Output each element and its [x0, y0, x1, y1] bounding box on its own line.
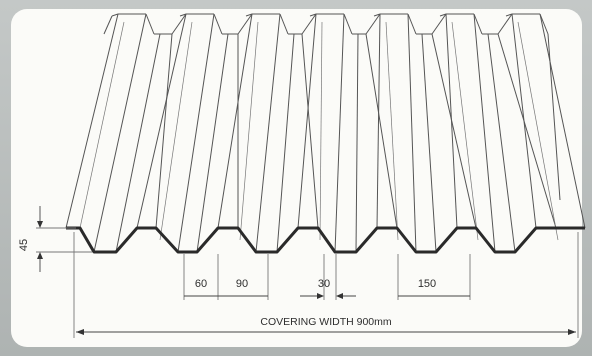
dim-pan-label: 90 — [236, 278, 248, 290]
rib-top-slope — [343, 13, 353, 35]
rib-shade-line — [385, 21, 399, 241]
pan-long-line — [301, 33, 319, 229]
dim-rib-top-arrow-left — [317, 293, 324, 299]
rib-top-slope — [365, 13, 381, 35]
rib-long-line — [407, 13, 417, 253]
front-profile-edge — [66, 226, 585, 254]
rib-shade-line — [79, 21, 125, 229]
dim-height-label: 45 — [18, 239, 30, 251]
rib-top-slope — [505, 13, 513, 17]
dim-rib-base-label: 60 — [195, 278, 207, 290]
dim-rib-top-arrow-right — [336, 293, 343, 299]
pan-long-line — [497, 33, 557, 229]
sheet-profile — [66, 226, 585, 254]
rib-top-slope — [103, 15, 113, 35]
rib-long-line — [297, 13, 317, 229]
rib-long-line — [334, 13, 345, 253]
rib-top-slope — [279, 13, 289, 35]
rib-long-line — [473, 13, 496, 253]
pan-long-line — [365, 33, 398, 229]
rib-long-line — [65, 13, 119, 229]
rib-shade-line — [451, 21, 479, 241]
rib-long-line — [376, 13, 381, 229]
rib-shade-line — [319, 21, 323, 241]
dim-cover-arrow-right — [568, 329, 576, 335]
rib-top-slope — [145, 13, 155, 35]
rib-shade-line — [239, 21, 259, 241]
rib-top-slope — [111, 13, 119, 17]
rib-top-slope — [301, 13, 317, 35]
sheet-ribs — [65, 13, 586, 253]
dim-height-arrowhead-bottom — [37, 252, 43, 259]
pan-long-line — [196, 33, 229, 253]
pan-long-line — [155, 33, 173, 229]
pan-long-line — [115, 33, 161, 253]
rib-long-line — [136, 13, 187, 229]
rib-top-slope — [237, 13, 253, 35]
rib-top-slope — [179, 13, 187, 17]
dim-height-arrowhead-top — [37, 221, 43, 228]
rib-top-slope — [539, 13, 549, 35]
rib-top-slope — [373, 13, 381, 17]
rib-top-slope — [309, 13, 317, 17]
rib-top-slope — [171, 13, 187, 35]
rib-long-line — [539, 13, 586, 229]
rib-long-line — [177, 13, 215, 253]
pan-long-line — [431, 33, 477, 229]
rib-long-line — [217, 13, 253, 229]
rib-long-line — [93, 13, 147, 253]
drawing-panel — [11, 9, 582, 347]
rib-top-slope — [213, 13, 223, 35]
rib-top-slope — [497, 13, 513, 35]
rib-shade-line — [517, 21, 559, 241]
pan-long-line — [487, 33, 516, 253]
rib-top-slope — [245, 13, 253, 17]
pan-long-line — [276, 33, 295, 253]
pan-long-line — [355, 33, 359, 253]
rib-shade-line — [159, 21, 193, 241]
dim-pitch-label: 150 — [418, 278, 436, 290]
covering-width-label: COVERING WIDTH 900mm — [260, 316, 392, 328]
rib-top-slope — [431, 13, 447, 35]
pan-long-line — [421, 33, 437, 253]
rib-top-slope — [473, 13, 483, 35]
rib-top-slope — [407, 13, 417, 35]
rib-top-slope — [439, 13, 447, 17]
dim-cover-arrow-left — [76, 329, 84, 335]
dimension-lines — [36, 206, 579, 338]
rib-long-line — [255, 13, 281, 253]
dim-rib-top-label: 30 — [318, 278, 330, 290]
